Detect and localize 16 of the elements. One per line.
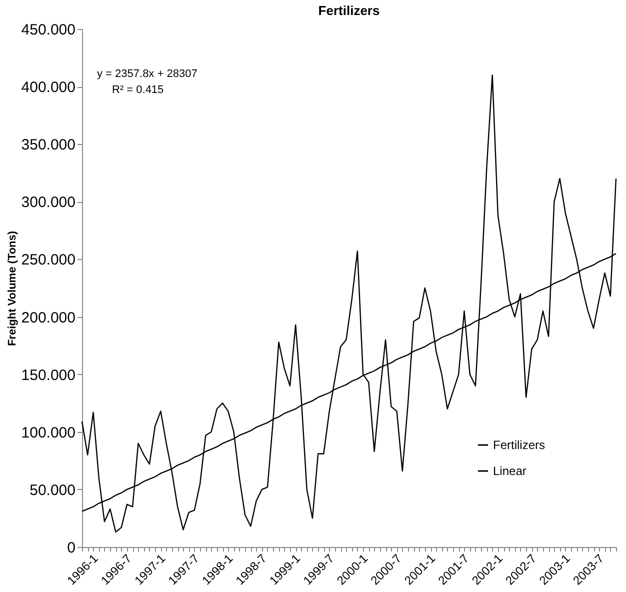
y-tick-label: 150.000: [21, 366, 76, 384]
y-tick-label: 350.000: [21, 136, 76, 154]
y-tick-label: 450.000: [21, 22, 76, 38]
legend-label: Linear: [493, 464, 526, 478]
annotation: R² = 0.415: [112, 84, 164, 96]
y-tick-label: 200.000: [21, 309, 76, 326]
annotation: y = 2357.8x + 28307: [97, 68, 198, 80]
legend-label: Fertilizers: [493, 438, 546, 452]
y-tick-label: 100.000: [21, 424, 76, 442]
y-tick-label: 250.000: [21, 252, 76, 269]
chart-title: Fertilizers: [318, 3, 380, 18]
y-tick-label: 300.000: [21, 194, 76, 212]
y-tick-label: 0: [67, 540, 76, 556]
y-axis-title: Freight Volume (Tons): [6, 230, 18, 346]
y-tick-label: 50.000: [30, 482, 76, 499]
y-tick-label: 400.000: [21, 79, 76, 96]
